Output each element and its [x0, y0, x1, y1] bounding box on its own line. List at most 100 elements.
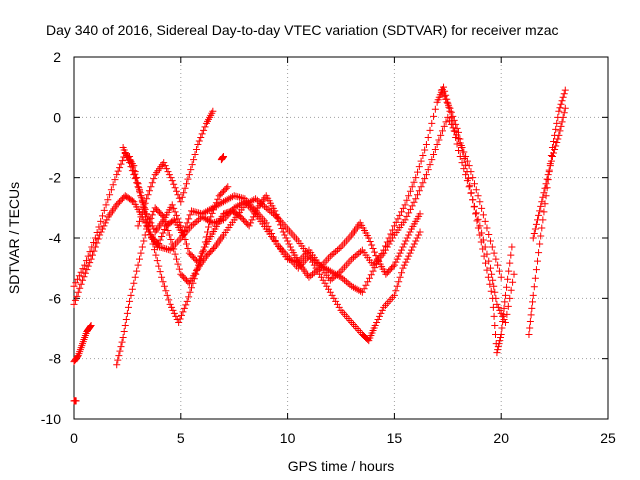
data-point — [483, 224, 491, 232]
data-point — [87, 321, 95, 329]
data-point — [500, 304, 508, 312]
axis-ticks: 0 5 10 15 20 25 -10 -8 -6 -4 -2 0 2 — [41, 49, 616, 446]
data-point — [259, 201, 267, 209]
data-point — [526, 324, 534, 332]
data-point — [504, 302, 512, 310]
data-point — [341, 276, 349, 284]
data-point — [539, 193, 547, 201]
data-point — [560, 109, 568, 117]
data-point — [190, 254, 198, 262]
data-point — [200, 246, 208, 254]
data-point — [399, 243, 407, 251]
data-point — [390, 291, 398, 299]
data-point — [447, 108, 455, 116]
data-point — [197, 133, 205, 141]
x-axis-label: GPS time / hours — [288, 458, 395, 474]
data-point — [335, 303, 343, 311]
data-point — [470, 203, 478, 211]
data-point — [390, 261, 398, 269]
data-point — [77, 280, 85, 288]
data-point — [305, 252, 313, 260]
data-point — [456, 135, 464, 143]
data-point — [117, 196, 125, 204]
data-point — [412, 174, 420, 182]
data-point — [223, 196, 231, 204]
data-point — [499, 311, 507, 319]
data-point — [535, 211, 543, 219]
data-point — [141, 231, 149, 239]
data-point — [403, 234, 411, 242]
data-point — [491, 321, 499, 329]
data-point — [319, 276, 327, 284]
series-track-g — [70, 321, 95, 366]
data-point — [73, 292, 81, 300]
data-point — [358, 288, 366, 296]
data-point — [160, 225, 168, 233]
data-point — [486, 280, 494, 288]
data-point — [171, 250, 179, 258]
data-point — [138, 194, 146, 202]
data-point — [337, 273, 345, 281]
data-point — [534, 257, 542, 265]
data-point — [532, 220, 540, 228]
data-point — [328, 275, 336, 283]
data-point — [100, 222, 108, 230]
data-point — [80, 273, 88, 281]
data-point — [377, 309, 385, 317]
data-point — [488, 243, 496, 251]
data-point — [251, 210, 259, 218]
data-point — [186, 288, 194, 296]
data-point — [120, 328, 128, 336]
data-point — [114, 199, 122, 207]
data-point — [249, 213, 257, 221]
data-point — [476, 198, 484, 206]
data-point — [482, 259, 490, 267]
data-point — [474, 215, 482, 223]
data-point — [333, 270, 341, 278]
data-point — [546, 162, 554, 170]
data-point — [490, 249, 498, 257]
data-point — [116, 347, 124, 355]
data-point — [478, 204, 486, 212]
data-point — [555, 131, 563, 139]
data-point — [357, 287, 365, 295]
series-track-i — [525, 86, 569, 339]
data-point — [159, 229, 167, 237]
data-point — [551, 146, 559, 154]
data-point — [214, 195, 222, 203]
data-point — [140, 237, 148, 245]
data-point — [469, 174, 477, 182]
data-point — [134, 183, 142, 191]
data-point — [399, 264, 407, 272]
data-point — [505, 267, 513, 275]
data-point — [402, 237, 410, 245]
data-point — [414, 168, 422, 176]
data-point — [388, 264, 396, 272]
data-point — [177, 270, 185, 278]
data-point — [196, 214, 204, 222]
data-point — [487, 264, 495, 272]
data-point — [183, 297, 191, 305]
data-point — [79, 265, 87, 273]
data-point — [127, 291, 135, 299]
data-point — [91, 234, 99, 242]
data-point — [187, 222, 195, 230]
data-point — [183, 219, 191, 227]
data-point — [176, 315, 184, 323]
data-point — [161, 245, 169, 253]
data-point — [202, 208, 210, 216]
data-point — [136, 255, 144, 263]
data-point — [446, 104, 454, 112]
data-point — [210, 245, 218, 253]
data-point — [195, 261, 203, 269]
data-point — [134, 222, 142, 230]
data-point — [496, 337, 504, 345]
data-point — [496, 306, 504, 314]
data-point — [222, 184, 230, 192]
data-point — [536, 207, 544, 215]
data-point — [109, 181, 117, 189]
data-point — [165, 171, 173, 179]
data-point — [171, 208, 179, 216]
data-point — [408, 183, 416, 191]
data-point — [400, 261, 408, 269]
